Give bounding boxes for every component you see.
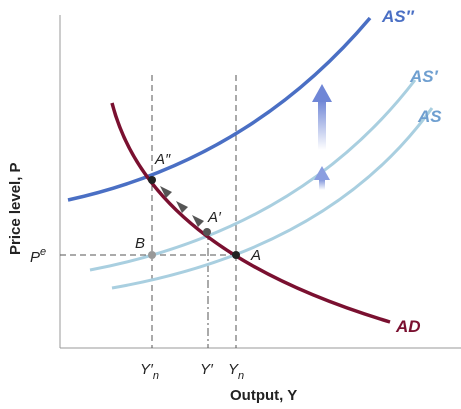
a2-label: A″ — [154, 151, 171, 168]
ad-label: AD — [395, 317, 421, 336]
x-axis-title: Output, Y — [230, 387, 297, 404]
a0-label: A — [250, 247, 261, 264]
arrow-head — [314, 166, 330, 180]
yn-prime-base: Y′ — [140, 361, 154, 378]
point-b — [148, 251, 156, 259]
arrow — [176, 201, 188, 213]
arrow-shaft — [319, 178, 325, 190]
as0-label: AS — [417, 107, 442, 126]
point-a1 — [203, 228, 211, 236]
arrow-head — [312, 84, 332, 102]
pe-base: P — [30, 249, 40, 266]
yn-prime-label: Y′n — [140, 361, 159, 382]
shift-arrow-small — [314, 166, 330, 190]
as1-label: AS′ — [409, 67, 439, 86]
pe-label: Pe — [30, 246, 46, 266]
yn-prime-sub: n — [153, 370, 159, 382]
ad-curve — [110, 102, 391, 324]
yn-sub: n — [238, 370, 244, 382]
as0-curve — [111, 107, 434, 290]
b-label: B — [135, 235, 145, 252]
arrow — [192, 215, 204, 227]
pe-sup: e — [40, 246, 46, 258]
as1-curve — [89, 79, 417, 272]
yn-base: Y — [228, 361, 239, 378]
shift-arrow-large — [312, 84, 332, 150]
y-prime-label: Y′ — [200, 361, 214, 378]
adjustment-arrows — [160, 186, 204, 227]
point-a2 — [148, 176, 156, 184]
arrow — [160, 186, 172, 198]
arrow-shaft — [318, 100, 326, 150]
a1-label: A′ — [207, 209, 222, 226]
as2-curve — [67, 16, 372, 202]
y-axis-title: Price level, P — [7, 162, 24, 255]
as2-label: AS″ — [381, 7, 415, 26]
yn-label: Yn — [228, 361, 244, 382]
point-a0 — [232, 251, 240, 259]
